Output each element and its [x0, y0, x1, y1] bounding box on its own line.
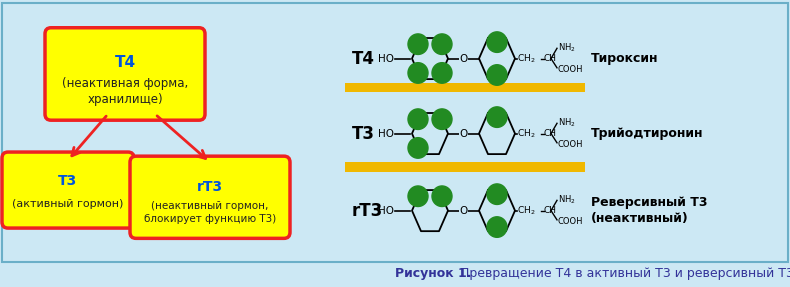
FancyBboxPatch shape: [45, 28, 205, 120]
Circle shape: [432, 186, 452, 207]
FancyBboxPatch shape: [345, 162, 585, 172]
Text: COOH: COOH: [558, 140, 584, 149]
Text: O: O: [459, 205, 468, 216]
Text: NH$_2$: NH$_2$: [558, 116, 576, 129]
Circle shape: [487, 217, 507, 237]
FancyBboxPatch shape: [2, 3, 788, 262]
Text: NH$_2$: NH$_2$: [558, 41, 576, 53]
Text: CH$_2$: CH$_2$: [517, 204, 536, 217]
Circle shape: [487, 107, 507, 127]
Text: Трийодтиронин: Трийодтиронин: [591, 127, 704, 140]
Circle shape: [408, 186, 428, 207]
Text: (неактивный гормон,
блокирует функцию Т3): (неактивный гормон, блокирует функцию Т3…: [144, 201, 276, 224]
Text: Реверсивный Т3: Реверсивный Т3: [591, 196, 708, 209]
Text: (неактивный): (неактивный): [591, 212, 689, 225]
Circle shape: [408, 138, 428, 158]
Circle shape: [408, 34, 428, 55]
Circle shape: [408, 109, 428, 129]
FancyBboxPatch shape: [2, 152, 134, 228]
Text: NH$_2$: NH$_2$: [558, 193, 576, 205]
Text: Превращение Т4 в активный Т3 и реверсивный Т3: Превращение Т4 в активный Т3 и реверсивн…: [460, 267, 790, 280]
Text: rТ3: rТ3: [197, 181, 223, 195]
FancyBboxPatch shape: [345, 83, 585, 92]
Text: CH: CH: [544, 54, 557, 63]
Text: CH$_2$: CH$_2$: [517, 52, 536, 65]
Text: (неактивная форма,
хранилище): (неактивная форма, хранилище): [62, 77, 188, 106]
Text: COOH: COOH: [558, 218, 584, 226]
Text: COOH: COOH: [558, 65, 584, 74]
Text: HO: HO: [378, 129, 394, 139]
Text: Тироксин: Тироксин: [591, 52, 659, 65]
Circle shape: [432, 34, 452, 55]
Circle shape: [432, 109, 452, 129]
Circle shape: [487, 65, 507, 85]
Text: CH: CH: [544, 129, 557, 138]
Text: (активный гормон): (активный гормон): [13, 199, 124, 209]
Circle shape: [432, 63, 452, 83]
Text: O: O: [459, 54, 468, 63]
Text: Т3: Т3: [58, 174, 77, 188]
Circle shape: [487, 32, 507, 53]
Text: CH: CH: [544, 206, 557, 215]
Circle shape: [408, 63, 428, 83]
Text: Т4: Т4: [115, 55, 136, 70]
Text: HO: HO: [378, 54, 394, 63]
Text: CH$_2$: CH$_2$: [517, 127, 536, 140]
FancyBboxPatch shape: [130, 156, 290, 238]
Text: rТ3: rТ3: [352, 201, 383, 220]
Text: Т4: Т4: [352, 50, 375, 67]
Text: Т3: Т3: [352, 125, 375, 143]
Circle shape: [487, 184, 507, 204]
Text: Рисунок 1.: Рисунок 1.: [395, 267, 472, 280]
Text: O: O: [459, 129, 468, 139]
Text: HO: HO: [378, 205, 394, 216]
